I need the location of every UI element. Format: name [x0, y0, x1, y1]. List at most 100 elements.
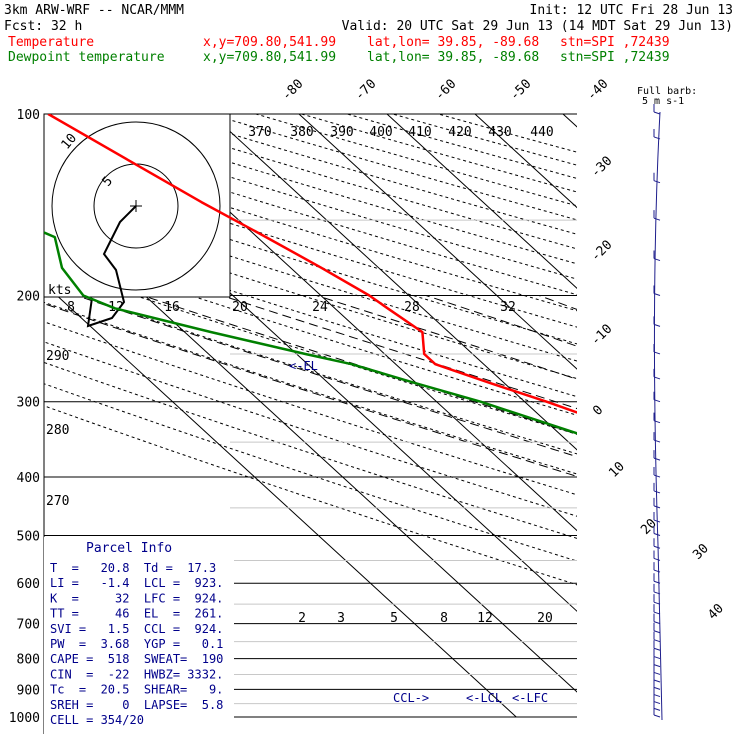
pressure-label: 200 — [17, 290, 40, 305]
parcel-info-row: SVI = 1.5 CCL = 924. — [50, 622, 223, 636]
isotherm-line — [386, 114, 577, 289]
wind-barb-shaft — [653, 694, 661, 698]
parcel-info-row: LI = -1.4 LCL = 923. — [50, 576, 223, 590]
wind-barb-shaft — [653, 647, 661, 651]
moist-adiabat — [44, 303, 577, 477]
isotherm-label: -10 — [588, 322, 615, 349]
isotherm-label: -80 — [279, 77, 306, 104]
moist-adiabat — [316, 295, 577, 380]
wind-barb-shaft — [653, 686, 661, 690]
barb-key-value: 5 m s-1 — [642, 96, 684, 107]
dry-adiabat — [301, 114, 577, 193]
sounding-traces — [44, 114, 577, 435]
isotherm-label: 30 — [690, 541, 712, 563]
pressure-label: 400 — [17, 471, 40, 486]
wind-barb-shaft — [653, 714, 661, 718]
speed-tick-label: 32 — [500, 300, 516, 315]
theta-tick-label: 370 — [248, 125, 271, 140]
temperature-legend-stn: stn=SPI ,72439 — [560, 35, 670, 50]
theta-tick-label: 420 — [448, 125, 471, 140]
wind-barb-shaft — [653, 217, 661, 221]
dewpoint-trace — [44, 231, 577, 435]
temperature-trace — [47, 114, 577, 414]
parcel-info-row: K = 32 LFC = 924. — [50, 591, 223, 605]
wind-barb-shaft — [653, 533, 661, 536]
wind-barb-shaft — [653, 701, 661, 705]
theta-label: 270 — [46, 494, 69, 509]
el-marker: <-EL — [289, 359, 318, 373]
lfc-marker: <-LFC — [512, 691, 548, 705]
pressure-label: 600 — [17, 577, 40, 592]
wind-barb-shaft — [653, 679, 661, 683]
parcel-info-row: CAPE = 518 SWEAT= 190 — [50, 652, 223, 666]
model-title: 3km ARW-WRF -- NCAR/MMM — [4, 3, 184, 18]
parcel-info-row: T = 20.8 Td = 17.3 — [50, 561, 216, 575]
hodograph-trace — [86, 205, 137, 328]
theta-tick-label: 410 — [408, 125, 431, 140]
isotherm-label: 0 — [590, 403, 606, 419]
isotherm-label: -50 — [507, 77, 534, 104]
lcl-marker: <-LCL — [466, 691, 502, 705]
wind-barb-shaft — [653, 707, 661, 711]
speed-tick-label: 20 — [232, 300, 248, 315]
temperature-legend-xy: x,y=709.80,541.99 — [203, 35, 336, 50]
wind-barb-shaft — [653, 323, 661, 327]
parcel-info-row: TT = 46 EL = 261. — [50, 607, 223, 621]
wind-barb-shaft — [653, 671, 661, 675]
moist-adiabat — [719, 296, 740, 718]
mixing-ratio-label: 8 — [440, 611, 448, 626]
isotherm-label: -40 — [584, 77, 611, 104]
isotherm-label: -20 — [588, 238, 615, 265]
barb-key-title: Full barb: — [637, 86, 697, 97]
dry-adiabat — [44, 212, 577, 380]
parcel-info-row: SREH = 0 LAPSE= 5.8 — [50, 698, 223, 712]
parcel-info-row: PW = 3.68 YGP = 0.1 — [50, 637, 223, 651]
mixing-ratio-label: 20 — [537, 611, 553, 626]
mixing-ratio-label: 12 — [477, 611, 493, 626]
moist-adiabats — [44, 295, 740, 718]
hodograph-ring — [51, 121, 221, 291]
speed-tick-label: 8 — [67, 300, 75, 315]
init-time: Init: 12 UTC Fri 28 Jun 13 — [530, 3, 734, 18]
theta-tick-label: 440 — [530, 125, 553, 140]
dewpoint-legend-label: Dewpoint temperature — [8, 50, 165, 65]
isotherm-line — [210, 114, 577, 451]
isotherm-label: -70 — [352, 77, 379, 104]
wind-barb-shaft — [653, 611, 661, 615]
dry-adiabat — [44, 341, 577, 517]
pressure-label: 100 — [17, 108, 40, 123]
mixing-ratio-label: 3 — [337, 611, 345, 626]
dewpoint-legend-stn: stn=SPI ,72439 — [560, 50, 670, 65]
dewpoint-legend-xy: x,y=709.80,541.99 — [203, 50, 336, 65]
speed-units-label: kts — [48, 283, 71, 298]
theta-tick-label: 390 — [330, 125, 353, 140]
theta-tick-label: 380 — [290, 125, 313, 140]
wind-barb-shaft — [653, 351, 661, 355]
pressure-label: 500 — [17, 529, 40, 544]
wind-barb-shaft — [653, 664, 661, 668]
speed-tick-label: 16 — [164, 300, 180, 315]
theta-tick-label: 400 — [369, 125, 392, 140]
wind-barbs — [653, 104, 663, 721]
mixing-ratio-label: 5 — [390, 611, 398, 626]
wind-barb-shaft — [653, 621, 661, 625]
pressure-label: 1000 — [9, 711, 40, 726]
pressure-label: 700 — [17, 618, 40, 633]
theta-label: 280 — [46, 423, 69, 438]
dry-adiabat — [44, 282, 577, 455]
wind-barb-shaft — [653, 111, 661, 115]
speed-tick-label: 24 — [312, 300, 328, 315]
dry-adiabat — [392, 114, 577, 166]
isotherm-line — [122, 114, 577, 532]
speed-tick-label: 28 — [404, 300, 420, 315]
theta-tick-label: 430 — [488, 125, 511, 140]
dewpoint-legend-latlon: lat,lon= 39.85, -89.68 — [367, 50, 539, 65]
wind-barb-staff — [653, 111, 663, 721]
parcel-info-box: Parcel Info T = 20.8 Td = 17.3LI = -1.4 … — [44, 537, 234, 734]
wind-barb-shaft — [653, 490, 661, 494]
parcel-info-title: Parcel Info — [86, 541, 172, 556]
parcel-info-row: CIN = -22 HWBZ= 3332. — [50, 667, 223, 681]
